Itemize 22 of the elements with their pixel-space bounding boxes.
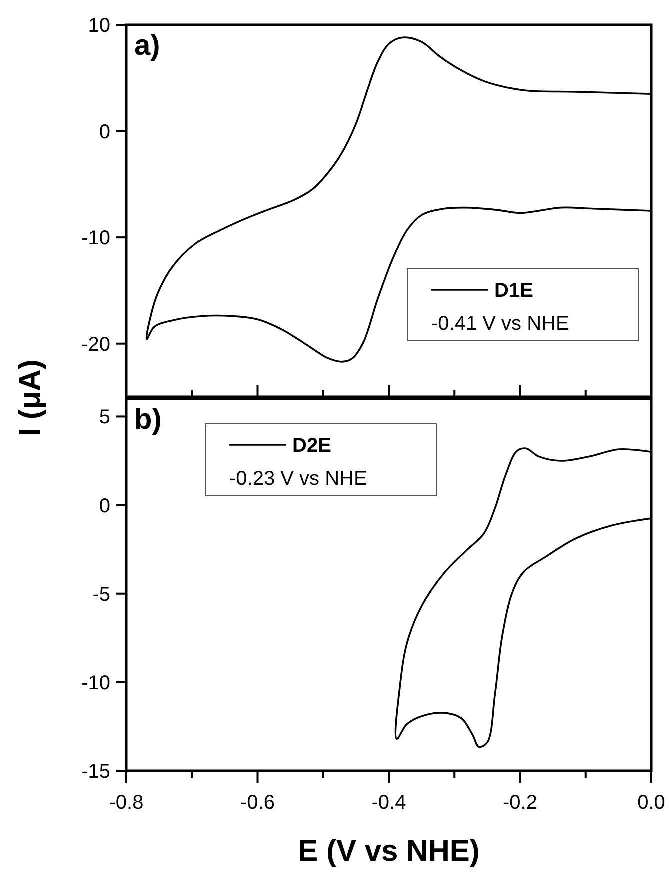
chart-title: b) [134,404,162,436]
y-axis-title: I (μA) [14,360,47,436]
x-axis-title: E (V vs NHE) [298,835,480,868]
annotation: -0.23 V vs NHE [230,468,368,490]
y-tick-label: -10 [82,672,110,694]
x-tick-label: -0.4 [372,792,406,814]
annotation: -0.41 V vs NHE [432,313,570,335]
y-tick-label: 0 [99,121,110,144]
x-tick-label: -0.6 [240,792,275,814]
x-tick-label: -0.2 [503,792,538,814]
y-tick-label: -10 [82,228,110,250]
y-tick-label: 10 [88,15,110,37]
y-tick-label: -20 [82,334,110,356]
y-tick-label: 5 [99,406,110,429]
y-tick-label: -5 [92,584,110,606]
legend-label: D1E [494,280,534,302]
y-tick-label: -15 [82,761,110,783]
chart-title: a) [134,30,160,62]
y-tick-label: 0 [99,495,110,518]
legend-label: D2E [292,435,332,457]
x-tick-label: 0.0 [638,792,666,814]
x-tick-label: -0.8 [109,792,144,814]
